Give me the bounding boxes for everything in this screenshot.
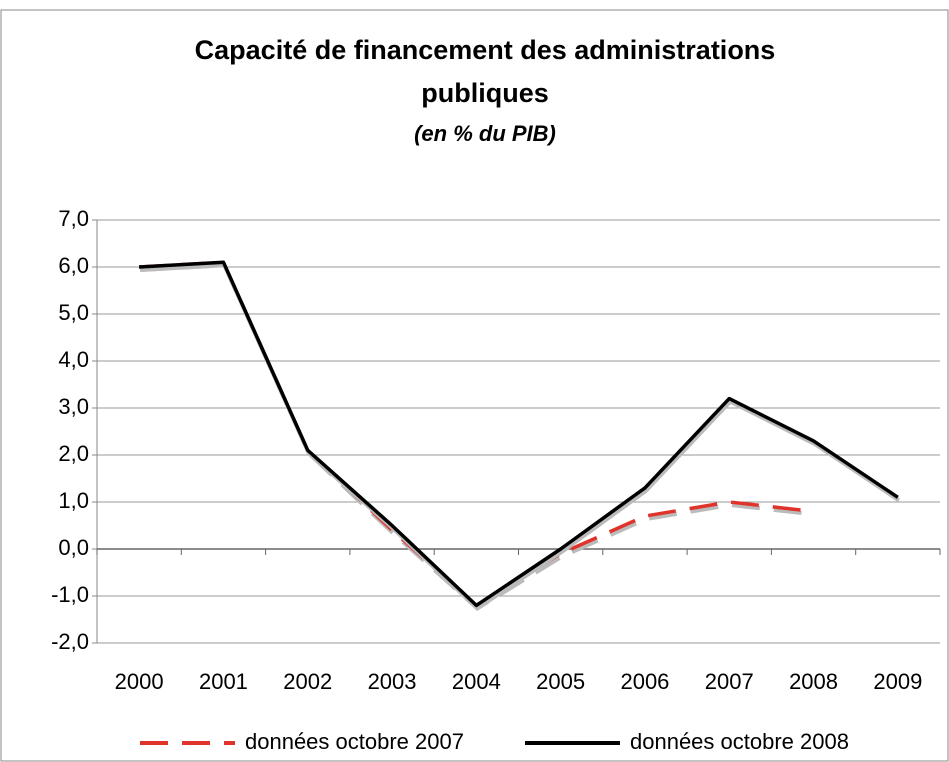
x-tick-label: 2007	[705, 669, 754, 694]
y-tick-label: 2,0	[58, 441, 89, 466]
legend-label: données octobre 2007	[245, 729, 464, 754]
x-tick-label: 2005	[536, 669, 585, 694]
y-tick-label: 7,0	[58, 206, 89, 231]
y-tick-label: -2,0	[51, 629, 89, 654]
y-tick-label: 3,0	[58, 394, 89, 419]
x-tick-label: 2003	[368, 669, 417, 694]
y-tick-label: 6,0	[58, 253, 89, 278]
chart-title: Capacité de financement des administrati…	[195, 35, 776, 65]
x-tick-label: 2004	[452, 669, 501, 694]
y-tick-label: 4,0	[58, 347, 89, 372]
chart-title: publiques	[421, 78, 549, 108]
x-tick-label: 2000	[115, 669, 164, 694]
y-tick-label: 0,0	[58, 535, 89, 560]
chart-border	[0, 9, 949, 762]
x-tick-label: 2001	[199, 669, 248, 694]
y-tick-label: 1,0	[58, 488, 89, 513]
x-tick-label: 2006	[620, 669, 669, 694]
y-tick-label: 5,0	[58, 300, 89, 325]
legend-label: données octobre 2008	[630, 729, 849, 754]
x-tick-label: 2002	[283, 669, 332, 694]
series-line	[139, 260, 899, 608]
y-tick-label: -1,0	[51, 582, 89, 607]
x-tick-label: 2009	[873, 669, 922, 694]
chart-subtitle: (en % du PIB)	[414, 121, 556, 146]
x-tick-label: 2008	[789, 669, 838, 694]
